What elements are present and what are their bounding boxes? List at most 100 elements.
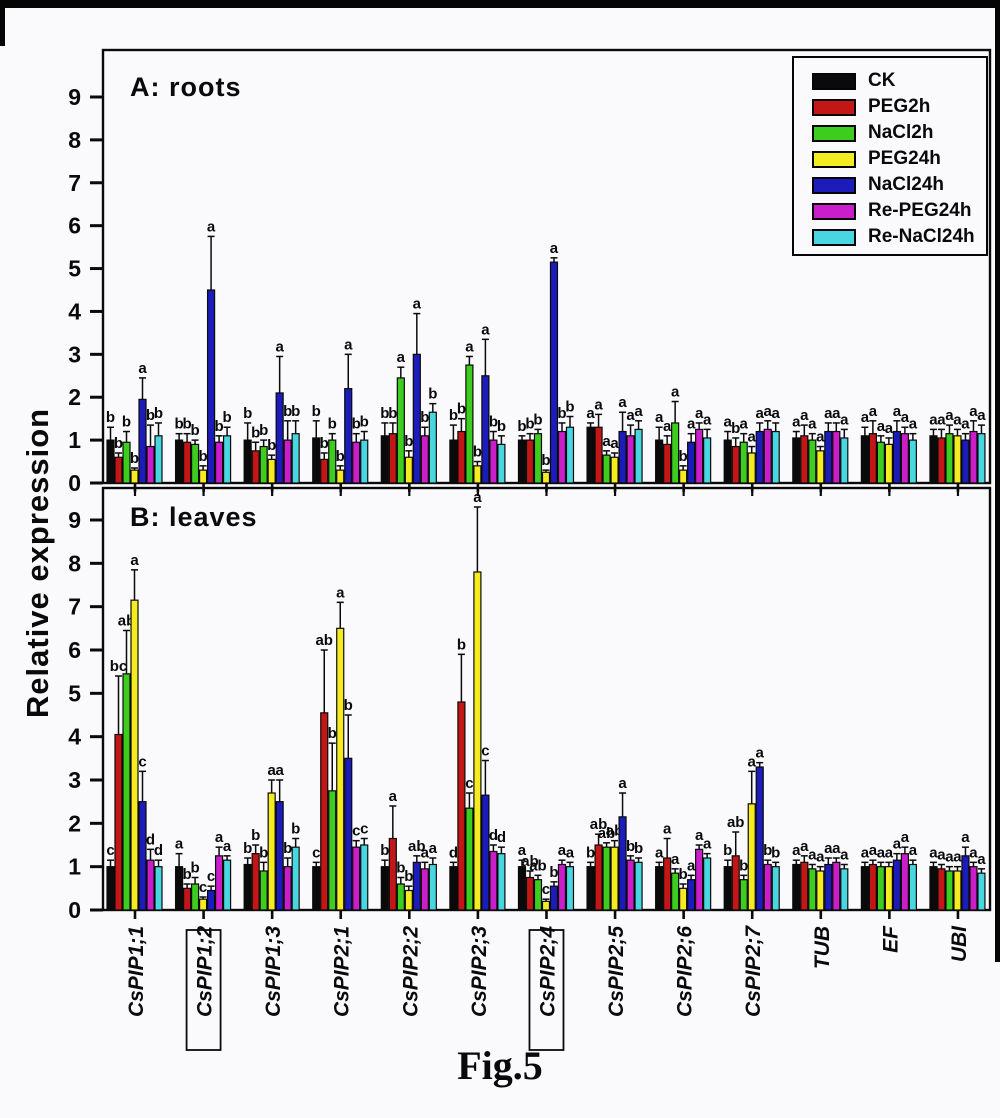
x-category-label: CsPIP2;5 [605,926,628,1017]
bar-Re-NaCl24h-UBI [977,872,986,911]
bar-CK-CsPIP2;5 [586,426,595,484]
bar-Re-NaCl24h-CsPIP2;3 [497,853,506,911]
y-tick-label: 7 [68,594,81,620]
sig-letter: b [404,433,413,450]
bar-Re-PEG24h-CsPIP1;1 [146,859,155,911]
bar-PEG24h-TUB [816,870,825,911]
bar-NaCl24h-CsPIP2;2 [412,861,421,911]
sig-letter: d [146,831,155,848]
left-border [0,0,5,46]
sig-letter: a [909,842,918,859]
y-tick-label: 2 [68,810,81,836]
sig-letter: a [687,857,696,874]
y-tick-label: 8 [68,127,81,153]
bar-PEG24h-CsPIP1;1 [130,599,139,911]
sig-letter: a [961,829,970,846]
bar-PEG2h-CsPIP2;1 [320,712,329,911]
sig-letter: b [565,399,574,416]
bar-NaCl24h-EF [892,430,901,484]
sig-letter: a [518,842,527,859]
bar-Re-NaCl24h-CsPIP2;7 [771,430,780,484]
bar-PEG2h-CsPIP1;2 [182,887,192,911]
bar-Re-PEG24h-CsPIP2;4 [557,863,567,911]
bar-NaCl2h-CsPIP1;2 [190,883,200,911]
y-tick-label: 3 [68,767,81,793]
sig-letter: b [114,435,123,452]
sig-letter: b [388,405,397,422]
sig-letter: b [489,414,498,431]
sig-letter: a [586,405,595,422]
sig-letter: b [549,864,558,881]
bar-NaCl2h-CsPIP2;2 [396,377,405,484]
bar-Re-PEG24h-EF [900,853,909,911]
sig-letter: b [259,422,268,439]
y-tick-label: 3 [68,341,81,367]
sig-letter: a [207,218,216,235]
bar-PEG24h-CsPIP2;4 [541,900,551,911]
top-border [0,0,1000,8]
sig-letter: a [138,360,147,377]
sig-letter: a [953,849,962,866]
legend-swatch-PEG2h [812,98,856,116]
sig-letter: a [840,411,849,428]
sig-letter: b [106,409,115,426]
sig-letter: a [808,847,817,864]
sig-letter: a [861,409,870,426]
bar-PEG24h-UBI [953,435,962,484]
sig-letter: a [792,842,801,859]
bar-Re-PEG24h-UBI [969,866,978,911]
bar-NaCl24h-CsPIP2;7 [755,430,764,484]
sig-letter: b [146,407,155,424]
bar-PEG24h-CsPIP2;3 [473,465,482,484]
sig-letter: b [320,435,329,452]
bar-NaCl2h-CsPIP2;5 [602,454,611,484]
bar-PEG2h-CsPIP1;1 [114,456,123,484]
bar-Re-NaCl24h-CsPIP2;5 [634,861,643,911]
sig-letter: a [336,584,345,601]
bar-CK-CsPIP2;4 [517,866,527,911]
bar-PEG24h-CsPIP2;2 [404,889,413,911]
bar-PEG24h-CsPIP2;6 [679,469,688,484]
bar-CK-CsPIP1;3 [243,439,252,484]
sig-letter: b [771,844,780,861]
bar-NaCl2h-UBI [945,433,954,484]
bar-PEG2h-CsPIP1;3 [251,853,260,911]
bar-PEG24h-CsPIP2;1 [336,627,345,911]
bar-Re-PEG24h-EF [900,433,909,484]
bar-NaCl24h-TUB [824,430,833,484]
x-category-label: CsPIP2;6 [674,926,697,1017]
y-tick-label: 1 [68,427,81,453]
sig-letter: b [328,725,337,742]
bar-CK-EF [860,866,869,911]
sig-letter: b [497,418,506,435]
bar-PEG2h-CsPIP1;3 [251,450,260,484]
bar-PEG2h-CsPIP1;2 [182,441,192,484]
sig-letter: a [465,338,474,355]
sig-letter: c [542,881,550,898]
sig-letter: b [457,636,466,653]
sig-letter: a [885,420,894,437]
y-tick-label: 2 [68,384,81,410]
sig-letter: b [449,407,458,424]
sig-letter: a [885,844,894,861]
legend-item-Re-PEG24h: Re-PEG24h [812,198,986,224]
x-category-label: CsPIP1;3 [262,926,285,1017]
bar-Re-PEG24h-CsPIP2;1 [352,441,361,484]
sig-letter: a [130,552,139,569]
y-tick-label: 6 [68,637,81,663]
y-axis-label: Relative expression [20,407,55,719]
sig-letter: b [283,840,292,857]
bar-CK-CsPIP1;2 [174,439,184,484]
x-category-label: CsPIP1;1 [125,926,148,1017]
bar-Re-NaCl24h-CsPIP2;2 [428,411,437,484]
bar-Re-NaCl24h-CsPIP2;5 [634,428,643,484]
sig-letter: b [283,403,292,420]
bar-NaCl24h-UBI [961,439,970,484]
bar-Re-NaCl24h-CsPIP1;3 [291,433,300,484]
sig-letter: a [655,844,664,861]
sig-letter: a [594,396,603,413]
bar-NaCl2h-CsPIP2;5 [602,846,611,911]
sig-letter: a [969,403,978,420]
bar-CK-TUB [792,863,801,911]
